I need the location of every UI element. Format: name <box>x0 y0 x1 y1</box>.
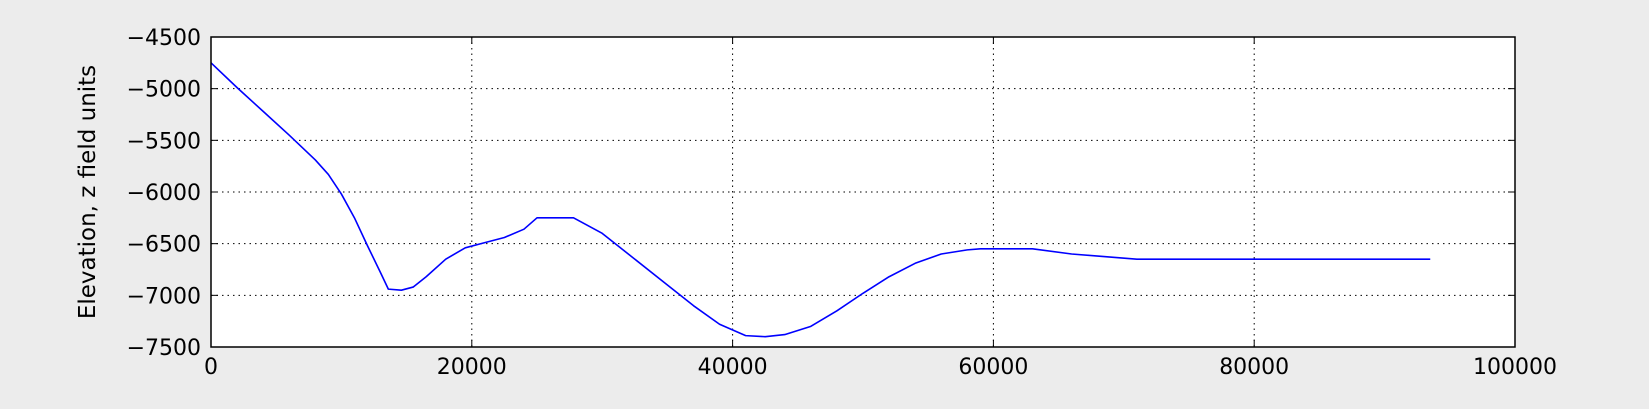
x-tick-label: 80000 <box>1219 355 1289 380</box>
grid-lines <box>211 37 1515 347</box>
series-line <box>210 62 1431 338</box>
x-tick-label: 100000 <box>1473 355 1557 380</box>
y-axis-label: Elevation, z field units <box>75 65 101 319</box>
y-tick-label: −6000 <box>127 181 201 206</box>
tick-labels: 0 20000 40000 60000 80000 100000 −4500 −5000 −55… <box>127 26 1557 380</box>
x-tick-label: 20000 <box>437 355 507 380</box>
y-tick-label: −6500 <box>127 233 201 258</box>
y-tick-label: −4500 <box>127 26 201 51</box>
y-tick-label: −5000 <box>127 78 201 103</box>
x-tick-label: 40000 <box>698 355 768 380</box>
x-tick-label: 0 <box>204 355 218 380</box>
y-tick-label: −5500 <box>127 129 201 154</box>
tick-marks <box>210 36 1516 348</box>
plot-area <box>211 37 1515 347</box>
x-tick-label: 60000 <box>958 355 1028 380</box>
series-layer <box>210 62 1431 338</box>
y-tick-label: −7000 <box>127 284 201 309</box>
y-tick-label: −7500 <box>127 336 201 361</box>
